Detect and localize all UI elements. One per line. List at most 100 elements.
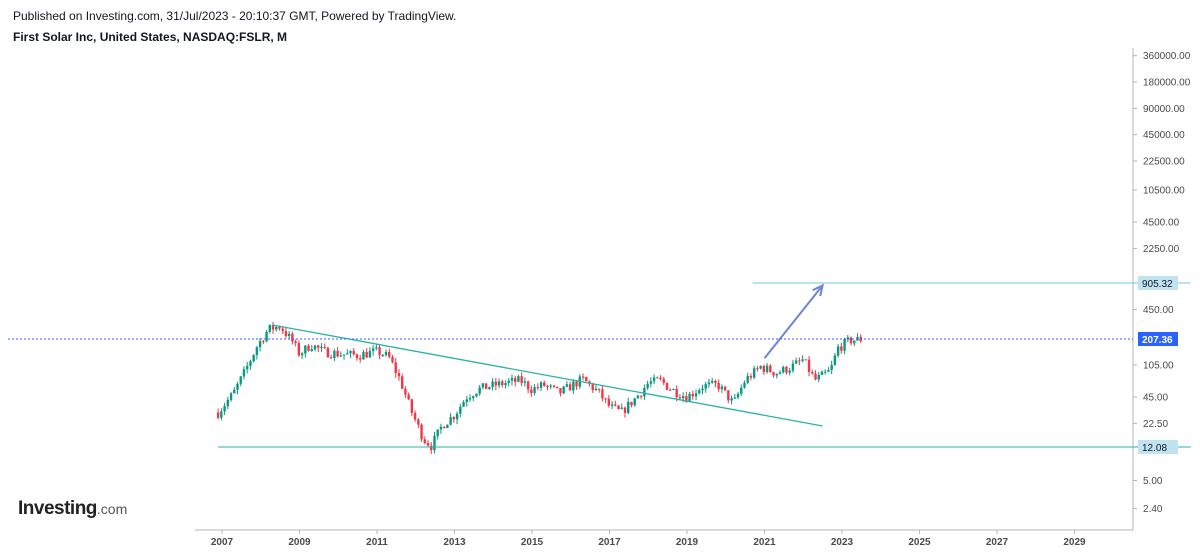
- candle-down: [484, 383, 488, 389]
- candle-up: [752, 368, 756, 378]
- price-tick-label: 360000.00: [1143, 51, 1191, 62]
- candle-down: [216, 412, 220, 418]
- candle-down: [723, 386, 727, 391]
- candle-down: [420, 424, 423, 440]
- time-axis: 2007 2009 2011 2013 2015 2017 2019 2021 2023 2025…: [211, 530, 1086, 548]
- time-tick-label: 2025: [908, 537, 931, 548]
- candle-down: [769, 365, 772, 373]
- candle-down: [359, 358, 362, 360]
- candle-up: [562, 386, 565, 394]
- candle-up: [688, 393, 691, 402]
- candle-up: [791, 363, 795, 371]
- candle-down: [262, 341, 265, 343]
- candle-down: [717, 383, 720, 390]
- candle-up: [275, 327, 278, 330]
- candle-up: [698, 390, 701, 394]
- candle-up: [449, 417, 452, 425]
- candle-down: [430, 445, 433, 451]
- candle-up: [627, 401, 630, 414]
- price-tick-label: 22500.00: [1143, 156, 1185, 167]
- candle-down: [581, 376, 585, 378]
- candle-up: [229, 393, 233, 400]
- published-line: Published on Investing.com, 31/Jul/2023 …: [13, 9, 457, 23]
- candle-up: [258, 341, 262, 348]
- candle-down: [442, 426, 446, 429]
- candle-up: [681, 396, 685, 399]
- candle-up: [252, 354, 255, 362]
- candle-down: [727, 390, 730, 401]
- time-tick-label: 2015: [521, 537, 544, 548]
- candle-up: [265, 331, 268, 342]
- candle-up: [782, 366, 785, 373]
- candle-down: [814, 373, 817, 380]
- candle-up: [533, 387, 536, 394]
- candle-up: [733, 397, 736, 399]
- price-tick-label: 2250.00: [1143, 244, 1180, 255]
- candle-down: [526, 381, 530, 390]
- candle-up: [707, 382, 711, 385]
- candle-down: [811, 371, 814, 374]
- candle-up: [817, 374, 820, 380]
- candle-up: [788, 370, 791, 373]
- candle-up: [313, 345, 317, 350]
- candle-up: [220, 411, 223, 418]
- candle-up: [720, 386, 724, 390]
- candle-down: [501, 381, 504, 386]
- candle-up: [255, 347, 259, 355]
- candle-up: [701, 388, 704, 391]
- candle-down: [536, 387, 540, 389]
- candle-up: [491, 381, 494, 387]
- candle-down: [281, 328, 284, 332]
- price-tick-label: 450.00: [1143, 305, 1174, 316]
- candle-down: [520, 376, 523, 383]
- candle-up: [339, 355, 343, 357]
- time-tick-label: 2027: [986, 537, 1009, 548]
- candle-down: [546, 385, 549, 387]
- candle-down: [514, 378, 517, 382]
- price-tick-label: 22.50: [1143, 419, 1168, 430]
- candle-down: [656, 377, 659, 379]
- candle-down: [417, 419, 420, 425]
- candle-down: [291, 333, 294, 342]
- projection-arrow-shaft: [763, 284, 824, 359]
- candle-up: [775, 373, 778, 376]
- target-price-label: 905.32: [1142, 279, 1173, 290]
- candle-up: [694, 393, 698, 397]
- candle-up: [594, 388, 598, 390]
- time-tick-label: 2019: [676, 537, 699, 548]
- candle-up: [223, 406, 226, 412]
- candle-up: [610, 404, 614, 406]
- candle-up: [517, 376, 520, 382]
- candle-up: [368, 350, 372, 358]
- candle-down: [329, 357, 333, 359]
- candle-up: [827, 370, 830, 372]
- candle-up: [643, 388, 646, 397]
- candle-down: [772, 372, 775, 376]
- candle-up: [565, 384, 569, 387]
- candle-up: [462, 402, 465, 407]
- candle-down: [675, 389, 678, 398]
- candle-up: [830, 364, 833, 371]
- candle-up: [287, 333, 291, 337]
- candle-down: [607, 398, 611, 406]
- candle-down: [388, 351, 391, 357]
- candle-down: [662, 378, 665, 383]
- candle-up: [333, 350, 336, 358]
- candle-down: [575, 381, 578, 387]
- candle-down: [614, 404, 617, 406]
- candle-down: [394, 362, 397, 374]
- candle-up: [740, 387, 743, 394]
- candle-down: [685, 396, 688, 402]
- candle-up: [652, 377, 656, 382]
- candle-up: [504, 383, 507, 386]
- candle-up: [572, 381, 575, 391]
- candle-up: [300, 353, 304, 356]
- price-tick-label: 45.00: [1143, 393, 1168, 404]
- target-price-badge: [1138, 276, 1178, 291]
- candle-down: [452, 417, 456, 420]
- candle-down: [404, 388, 407, 395]
- price-tick-label: 5.00: [1143, 476, 1163, 487]
- candle-up: [497, 381, 501, 386]
- candle-down: [840, 346, 843, 351]
